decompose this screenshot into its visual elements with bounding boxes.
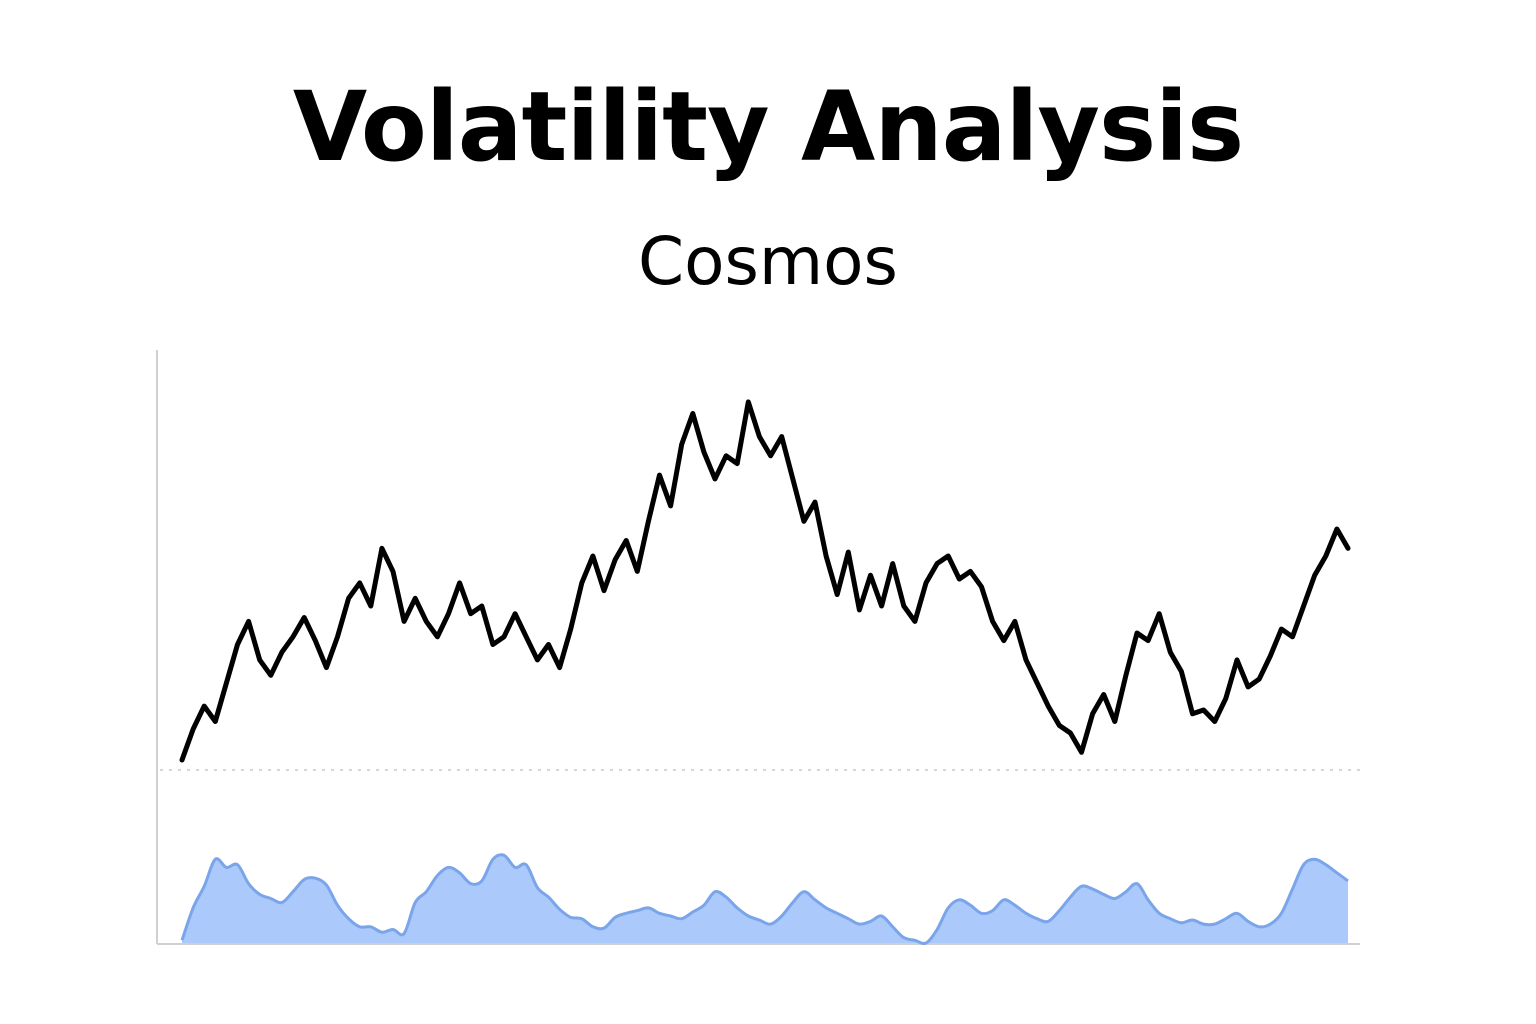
chart-title: Volatility Analysis bbox=[292, 71, 1244, 183]
price-line bbox=[179, 399, 1351, 763]
volatility-area bbox=[182, 854, 1348, 944]
volatility-line bbox=[180, 853, 1349, 945]
chart-subtitle: Cosmos bbox=[638, 223, 898, 300]
